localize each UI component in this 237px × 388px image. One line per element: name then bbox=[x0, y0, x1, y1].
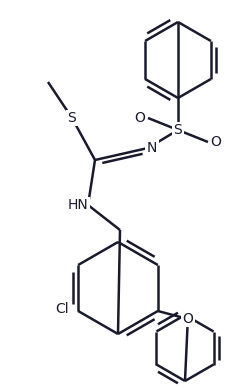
Text: O: O bbox=[135, 111, 146, 125]
Text: Cl: Cl bbox=[55, 302, 69, 316]
Text: O: O bbox=[182, 312, 193, 326]
Text: N: N bbox=[147, 141, 157, 155]
Text: S: S bbox=[174, 123, 182, 137]
Text: O: O bbox=[210, 135, 221, 149]
Text: HN: HN bbox=[68, 198, 88, 212]
Text: S: S bbox=[68, 111, 76, 125]
